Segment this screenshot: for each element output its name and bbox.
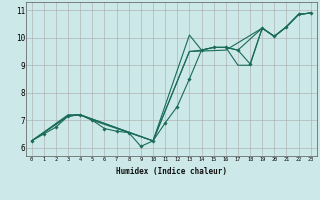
X-axis label: Humidex (Indice chaleur): Humidex (Indice chaleur) — [116, 167, 227, 176]
